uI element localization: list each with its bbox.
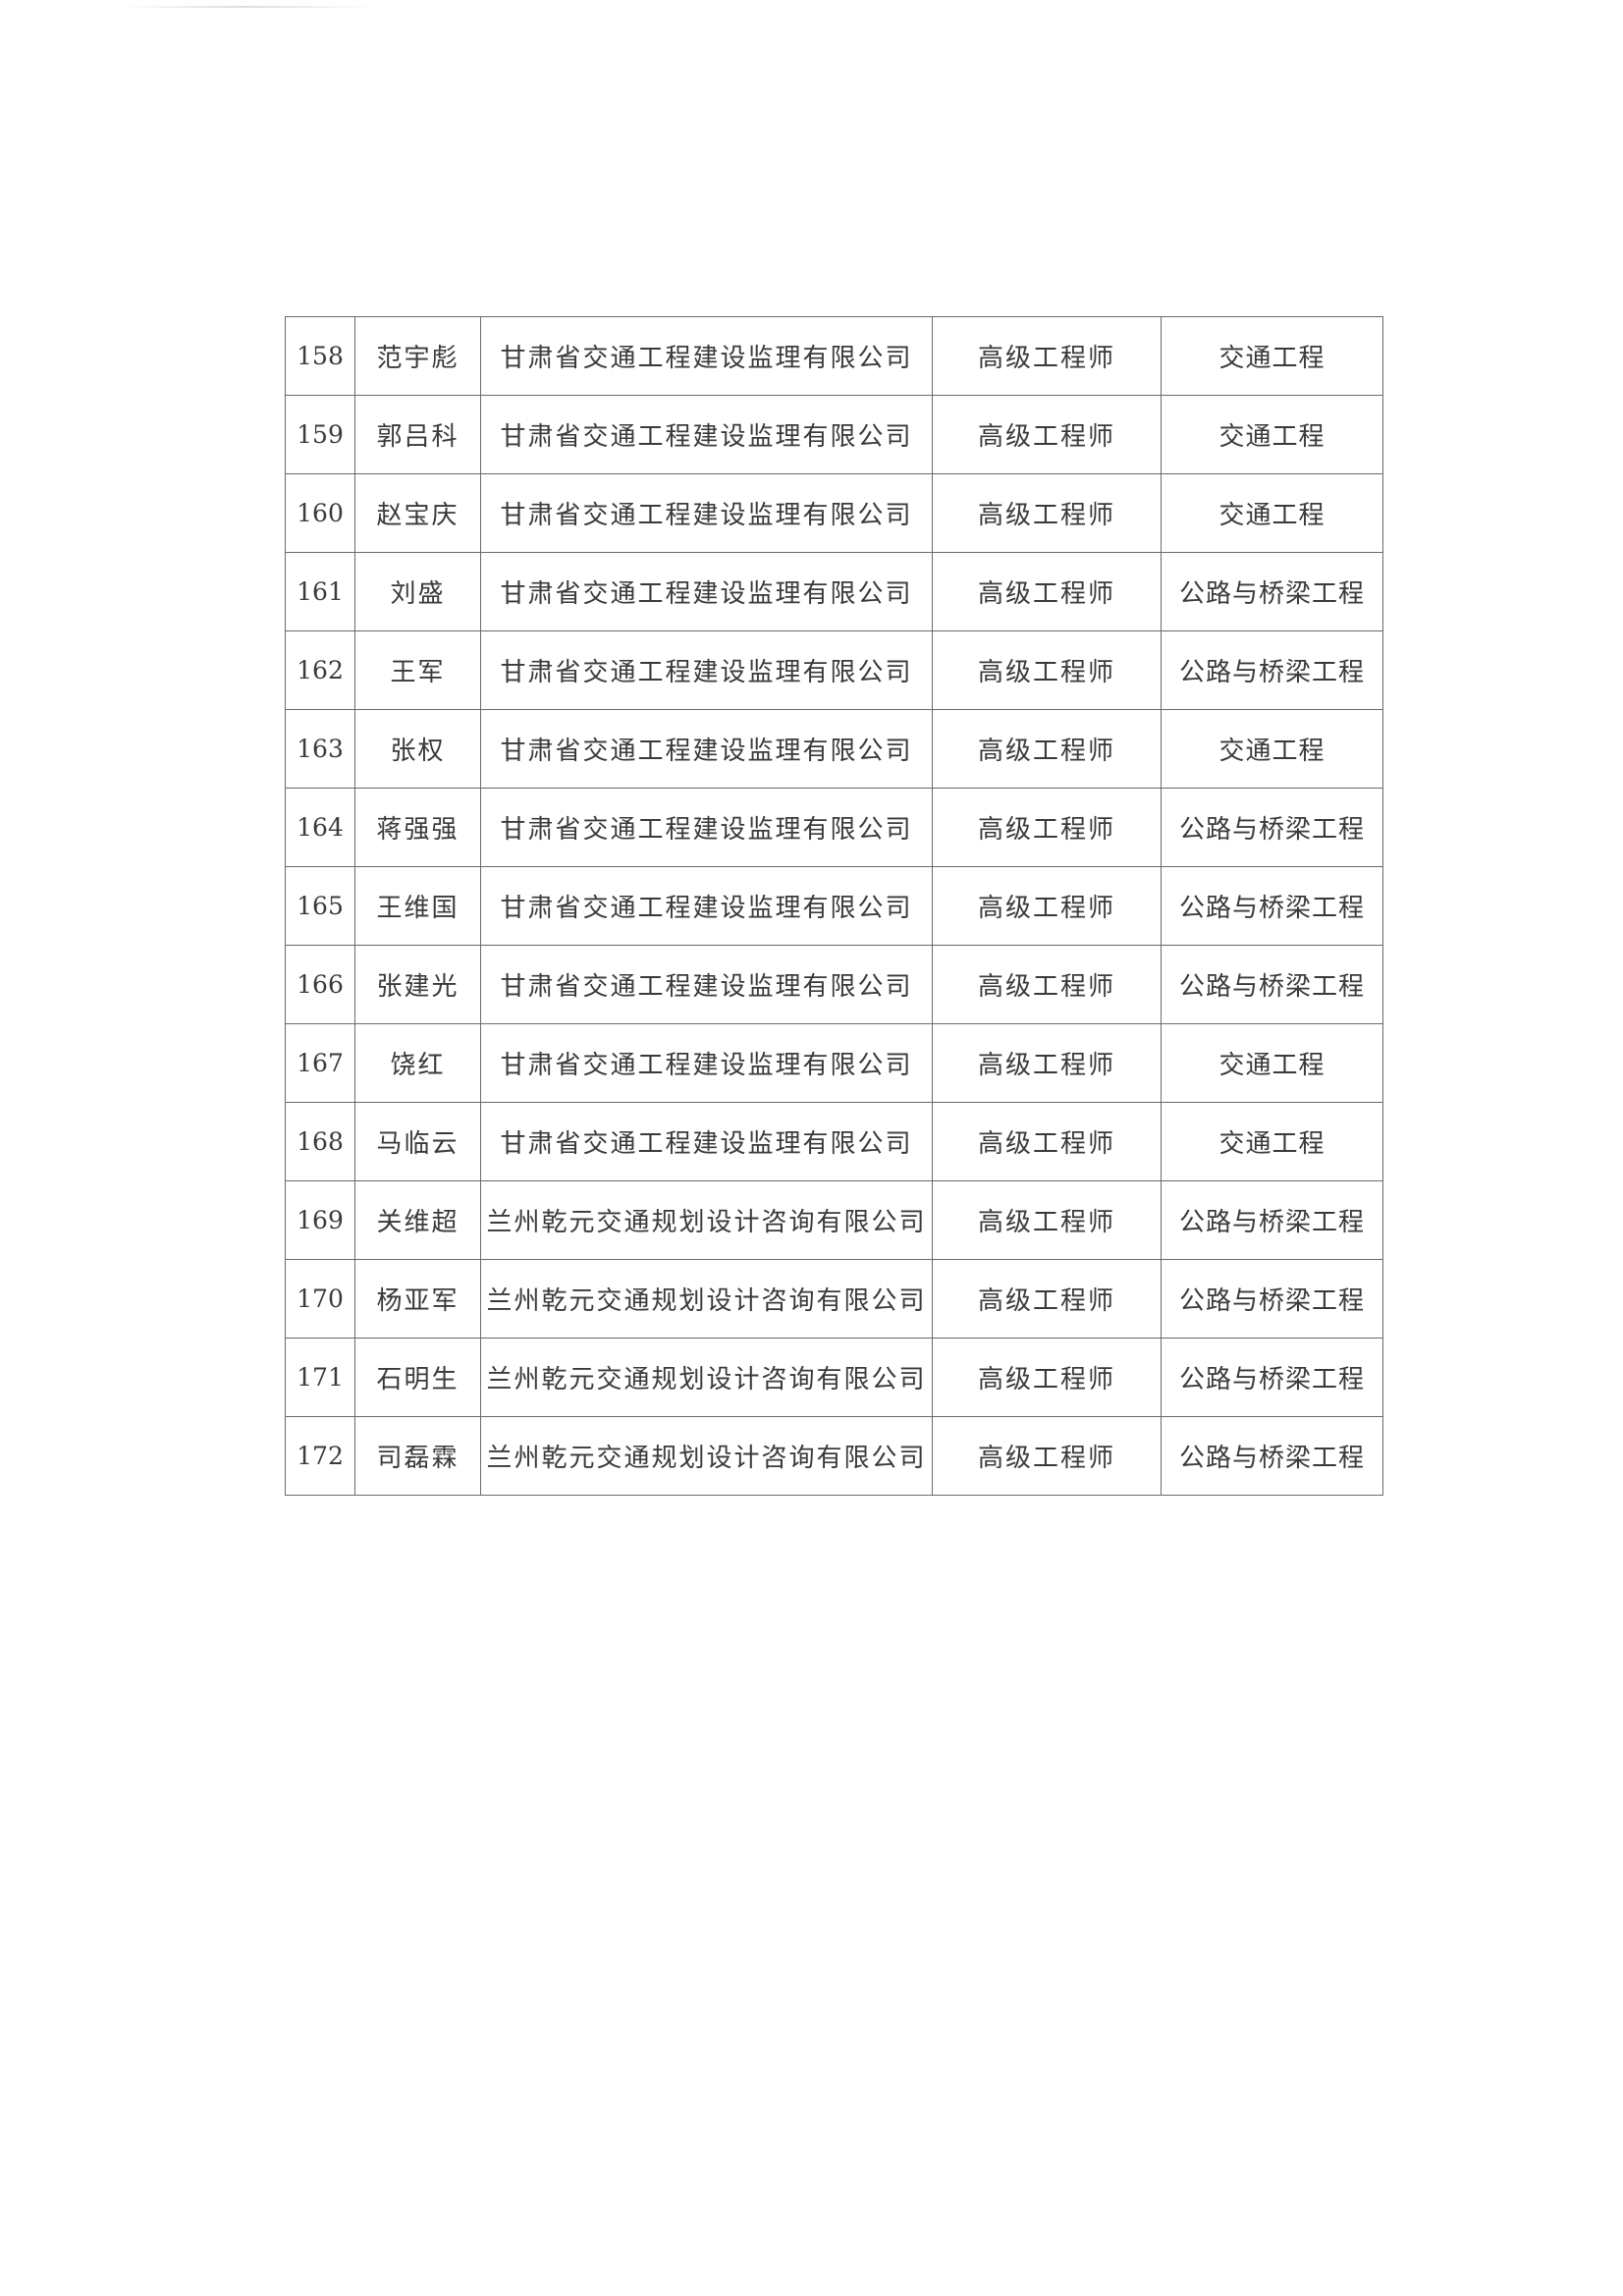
table-row: 165 王维国 甘肃省交通工程建设监理有限公司 高级工程师 公路与桥梁工程 <box>285 866 1383 946</box>
specialty-cell: 公路与桥梁工程 <box>1161 1416 1383 1496</box>
company-cell: 兰州乾元交通规划设计咨询有限公司 <box>480 1180 933 1260</box>
name-cell: 司磊霖 <box>354 1416 481 1496</box>
specialty-cell: 公路与桥梁工程 <box>1161 630 1383 710</box>
company-cell: 甘肃省交通工程建设监理有限公司 <box>480 552 933 631</box>
row-number-cell: 169 <box>285 1180 355 1260</box>
table-row: 162 王军 甘肃省交通工程建设监理有限公司 高级工程师 公路与桥梁工程 <box>285 630 1383 710</box>
table-row: 163 张权 甘肃省交通工程建设监理有限公司 高级工程师 交通工程 <box>285 709 1383 789</box>
row-number-cell: 166 <box>285 945 355 1024</box>
company-cell: 甘肃省交通工程建设监理有限公司 <box>480 630 933 710</box>
title-cell: 高级工程师 <box>932 1338 1162 1417</box>
company-cell: 兰州乾元交通规划设计咨询有限公司 <box>480 1416 933 1496</box>
name-cell: 马临云 <box>354 1102 481 1181</box>
row-number-cell: 170 <box>285 1259 355 1339</box>
name-cell: 石明生 <box>354 1338 481 1417</box>
name-cell: 郭吕科 <box>354 395 481 474</box>
specialty-cell: 公路与桥梁工程 <box>1161 1259 1383 1339</box>
table-row: 168 马临云 甘肃省交通工程建设监理有限公司 高级工程师 交通工程 <box>285 1102 1383 1181</box>
specialty-cell: 公路与桥梁工程 <box>1161 788 1383 867</box>
title-cell: 高级工程师 <box>932 473 1162 553</box>
name-cell: 刘盛 <box>354 552 481 631</box>
table-row: 169 关维超 兰州乾元交通规划设计咨询有限公司 高级工程师 公路与桥梁工程 <box>285 1180 1383 1260</box>
company-cell: 兰州乾元交通规划设计咨询有限公司 <box>480 1259 933 1339</box>
company-cell: 甘肃省交通工程建设监理有限公司 <box>480 1023 933 1103</box>
row-number-cell: 168 <box>285 1102 355 1181</box>
company-cell: 甘肃省交通工程建设监理有限公司 <box>480 866 933 946</box>
specialty-cell: 交通工程 <box>1161 1023 1383 1103</box>
specialty-cell: 交通工程 <box>1161 316 1383 396</box>
title-cell: 高级工程师 <box>932 1416 1162 1496</box>
row-number-cell: 167 <box>285 1023 355 1103</box>
table-row: 161 刘盛 甘肃省交通工程建设监理有限公司 高级工程师 公路与桥梁工程 <box>285 552 1383 631</box>
row-number-cell: 162 <box>285 630 355 710</box>
title-cell: 高级工程师 <box>932 316 1162 396</box>
row-number-cell: 159 <box>285 395 355 474</box>
name-cell: 赵宝庆 <box>354 473 481 553</box>
table-body: 158 范宇彪 甘肃省交通工程建设监理有限公司 高级工程师 交通工程 159 郭吕科 甘肃省交… <box>285 316 1383 1496</box>
company-cell: 甘肃省交通工程建设监理有限公司 <box>480 473 933 553</box>
company-cell: 兰州乾元交通规划设计咨询有限公司 <box>480 1338 933 1417</box>
title-cell: 高级工程师 <box>932 788 1162 867</box>
name-cell: 饶红 <box>354 1023 481 1103</box>
specialty-cell: 公路与桥梁工程 <box>1161 552 1383 631</box>
company-cell: 甘肃省交通工程建设监理有限公司 <box>480 1102 933 1181</box>
company-cell: 甘肃省交通工程建设监理有限公司 <box>480 395 933 474</box>
name-cell: 关维超 <box>354 1180 481 1260</box>
table-row: 164 蒋强强 甘肃省交通工程建设监理有限公司 高级工程师 公路与桥梁工程 <box>285 788 1383 867</box>
name-cell: 王维国 <box>354 866 481 946</box>
row-number-cell: 163 <box>285 709 355 789</box>
row-number-cell: 165 <box>285 866 355 946</box>
company-cell: 甘肃省交通工程建设监理有限公司 <box>480 788 933 867</box>
title-cell: 高级工程师 <box>932 709 1162 789</box>
specialty-cell: 交通工程 <box>1161 1102 1383 1181</box>
specialty-cell: 交通工程 <box>1161 473 1383 553</box>
name-cell: 范宇彪 <box>354 316 481 396</box>
company-cell: 甘肃省交通工程建设监理有限公司 <box>480 945 933 1024</box>
personnel-table: 158 范宇彪 甘肃省交通工程建设监理有限公司 高级工程师 交通工程 159 郭吕科 甘肃省交… <box>285 316 1383 1496</box>
table-row: 170 杨亚军 兰州乾元交通规划设计咨询有限公司 高级工程师 公路与桥梁工程 <box>285 1259 1383 1339</box>
table-row: 160 赵宝庆 甘肃省交通工程建设监理有限公司 高级工程师 交通工程 <box>285 473 1383 553</box>
table-row: 167 饶红 甘肃省交通工程建设监理有限公司 高级工程师 交通工程 <box>285 1023 1383 1103</box>
specialty-cell: 公路与桥梁工程 <box>1161 1338 1383 1417</box>
row-number-cell: 171 <box>285 1338 355 1417</box>
name-cell: 蒋强强 <box>354 788 481 867</box>
specialty-cell: 公路与桥梁工程 <box>1161 866 1383 946</box>
row-number-cell: 160 <box>285 473 355 553</box>
row-number-cell: 164 <box>285 788 355 867</box>
title-cell: 高级工程师 <box>932 1259 1162 1339</box>
name-cell: 王军 <box>354 630 481 710</box>
specialty-cell: 交通工程 <box>1161 395 1383 474</box>
title-cell: 高级工程师 <box>932 1180 1162 1260</box>
title-cell: 高级工程师 <box>932 945 1162 1024</box>
name-cell: 张建光 <box>354 945 481 1024</box>
table-row: 159 郭吕科 甘肃省交通工程建设监理有限公司 高级工程师 交通工程 <box>285 395 1383 474</box>
title-cell: 高级工程师 <box>932 1102 1162 1181</box>
title-cell: 高级工程师 <box>932 866 1162 946</box>
title-cell: 高级工程师 <box>932 552 1162 631</box>
table-row: 171 石明生 兰州乾元交通规划设计咨询有限公司 高级工程师 公路与桥梁工程 <box>285 1338 1383 1417</box>
company-cell: 甘肃省交通工程建设监理有限公司 <box>480 709 933 789</box>
table-row: 172 司磊霖 兰州乾元交通规划设计咨询有限公司 高级工程师 公路与桥梁工程 <box>285 1416 1383 1496</box>
scan-artifact <box>118 6 373 8</box>
name-cell: 杨亚军 <box>354 1259 481 1339</box>
table-row: 166 张建光 甘肃省交通工程建设监理有限公司 高级工程师 公路与桥梁工程 <box>285 945 1383 1024</box>
row-number-cell: 172 <box>285 1416 355 1496</box>
row-number-cell: 158 <box>285 316 355 396</box>
title-cell: 高级工程师 <box>932 1023 1162 1103</box>
specialty-cell: 公路与桥梁工程 <box>1161 945 1383 1024</box>
title-cell: 高级工程师 <box>932 395 1162 474</box>
table-row: 158 范宇彪 甘肃省交通工程建设监理有限公司 高级工程师 交通工程 <box>285 316 1383 396</box>
title-cell: 高级工程师 <box>932 630 1162 710</box>
row-number-cell: 161 <box>285 552 355 631</box>
specialty-cell: 公路与桥梁工程 <box>1161 1180 1383 1260</box>
specialty-cell: 交通工程 <box>1161 709 1383 789</box>
name-cell: 张权 <box>354 709 481 789</box>
company-cell: 甘肃省交通工程建设监理有限公司 <box>480 316 933 396</box>
